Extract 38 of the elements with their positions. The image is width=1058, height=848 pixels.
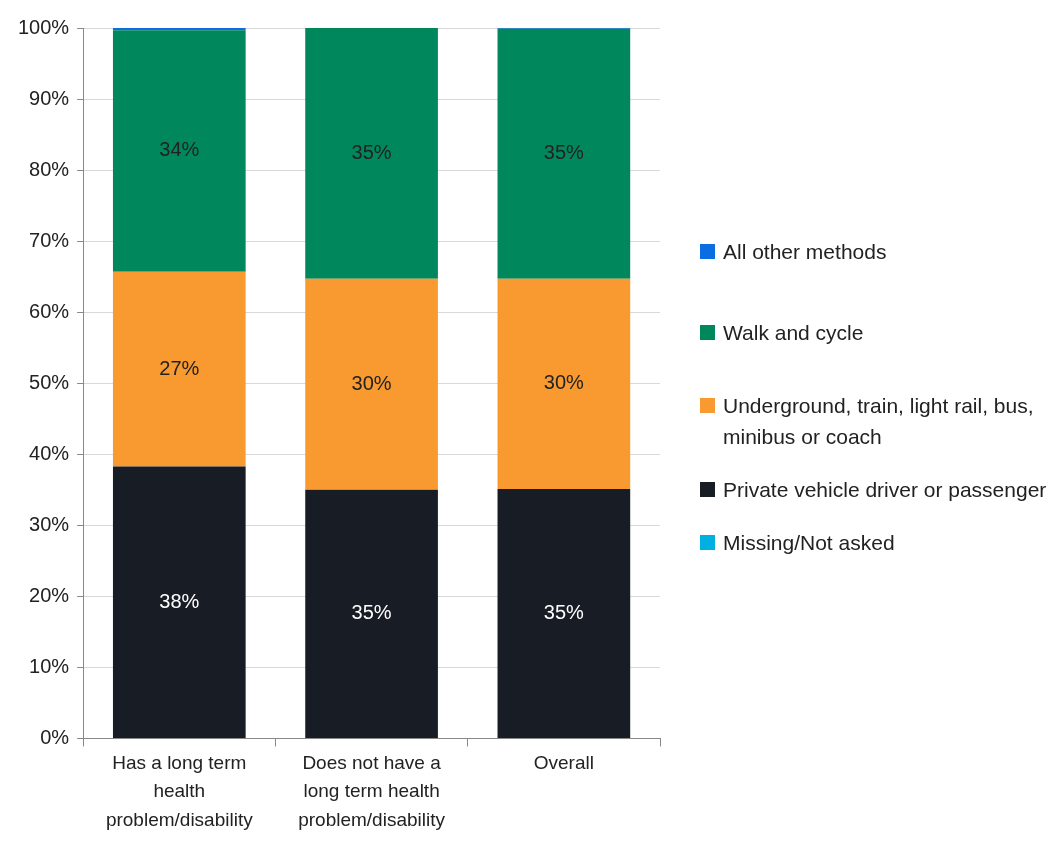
x-tick-label: Has a long term health problem/disability bbox=[105, 751, 254, 830]
bar bbox=[305, 278, 438, 490]
legend-label: Walk and cycle bbox=[723, 320, 864, 346]
bar bbox=[497, 28, 631, 279]
y-tick-label: 10% bbox=[29, 654, 70, 677]
y-tick-label: 90% bbox=[29, 86, 70, 109]
legend-label: All other methods bbox=[723, 239, 887, 265]
y-tick-label: 0% bbox=[40, 726, 70, 749]
data-label: 35% bbox=[543, 141, 585, 164]
y-tick-label: 100% bbox=[18, 15, 70, 38]
data-label: 34% bbox=[159, 138, 200, 161]
bar bbox=[305, 28, 438, 279]
legend-label: Private vehicle driver or passenger bbox=[723, 477, 1047, 503]
bar bbox=[305, 489, 438, 738]
data-label: 35% bbox=[351, 140, 392, 163]
data-label: 35% bbox=[351, 601, 392, 624]
data-label: 35% bbox=[543, 601, 585, 624]
data-label: 30% bbox=[543, 371, 585, 394]
y-tick-label: 20% bbox=[29, 583, 70, 606]
y-tick-label: 80% bbox=[29, 157, 70, 180]
y-tick-label: 60% bbox=[29, 299, 70, 322]
x-tick-label: Does not have a long term health problem/disability bbox=[298, 751, 446, 830]
bar bbox=[112, 466, 246, 738]
y-tick-label: 50% bbox=[29, 370, 70, 393]
x-tick-label: Overall bbox=[533, 751, 594, 773]
bar bbox=[112, 271, 246, 467]
legend-label: Missing/Not asked bbox=[723, 530, 895, 556]
bar bbox=[112, 30, 246, 272]
bar bbox=[497, 489, 631, 738]
data-label: 38% bbox=[159, 589, 200, 612]
y-tick-label: 40% bbox=[29, 441, 70, 464]
bar bbox=[497, 278, 631, 490]
y-tick-label: 30% bbox=[29, 512, 70, 535]
bar bbox=[112, 28, 246, 31]
data-label: 27% bbox=[159, 356, 200, 379]
y-tick-label: 70% bbox=[29, 228, 70, 251]
data-label: 30% bbox=[351, 371, 392, 394]
legend-label: Underground, train, light rail, bus, minibus or coach bbox=[723, 393, 1035, 450]
